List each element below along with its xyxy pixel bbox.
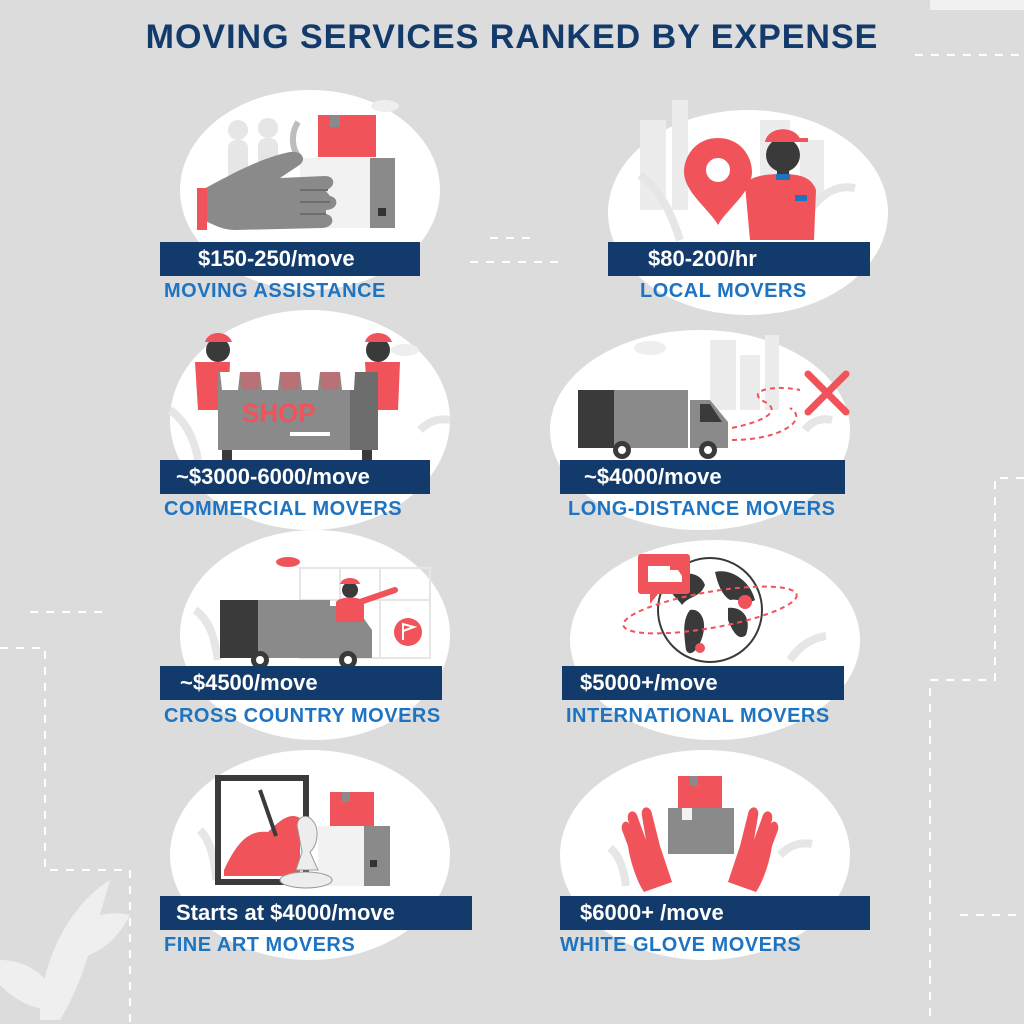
truck-driver-map-icon [192, 557, 431, 669]
globe-truck-icon [622, 554, 827, 663]
service-name: LONG-DISTANCE MOVERS [568, 498, 836, 520]
service-name: FINE ART MOVERS [164, 934, 356, 956]
service-card-white-glove-movers: $6000+ /move WHITE GLOVE MOVERS [550, 720, 870, 960]
service-name: CROSS COUNTRY MOVERS [164, 705, 441, 727]
location-pin-mover-icon [637, 100, 856, 242]
service-card-local-movers: $80-200/hr LOCAL MOVERS [600, 80, 920, 320]
price-tag: Starts at $4000/move [160, 896, 472, 930]
moving-truck-route-icon [578, 335, 850, 459]
price-tag: ~$4500/move [160, 666, 442, 700]
service-name: MOVING ASSISTANCE [164, 280, 386, 302]
service-card-long-distance-movers: ~$4000/move LONG-DISTANCE MOVERS [550, 300, 870, 540]
page-title: MOVING SERVICES RANKED BY EXPENSE [145, 18, 879, 56]
service-card-moving-assistance: $150-250/move MOVING ASSISTANCE [150, 80, 470, 320]
service-card-fine-art-movers: Starts at $4000/move FINE ART MOVERS [150, 720, 472, 960]
service-name: WHITE GLOVE MOVERS [560, 934, 802, 956]
price-tag: $80-200/hr [608, 242, 870, 276]
shop-carry-icon: SHOP [167, 333, 451, 461]
service-card-commercial-movers: SHOP ~$3000-6000/move COMMERCIAL MOVERS [150, 300, 470, 540]
service-name: INTERNATIONAL MOVERS [566, 705, 830, 727]
service-card-international-movers: $5000+/move INTERNATIONAL MOVERS [550, 510, 870, 750]
hand-with-boxes-icon [197, 100, 399, 230]
shop-sign-text: SHOP [242, 398, 316, 428]
price-tag: $150-250/move [160, 242, 420, 276]
gloved-hands-boxes-icon [607, 776, 813, 892]
price-tag: ~$4000/move [560, 460, 845, 494]
price-tag: $6000+ /move [560, 896, 870, 930]
painting-sculpture-icon [196, 775, 390, 889]
service-card-cross-country-movers: ~$4500/move CROSS COUNTRY MOVERS [150, 510, 470, 750]
service-name: COMMERCIAL MOVERS [164, 498, 403, 520]
price-tag: $5000+/move [562, 666, 844, 700]
price-tag: ~$3000-6000/move [160, 460, 430, 494]
service-name: LOCAL MOVERS [640, 280, 807, 302]
